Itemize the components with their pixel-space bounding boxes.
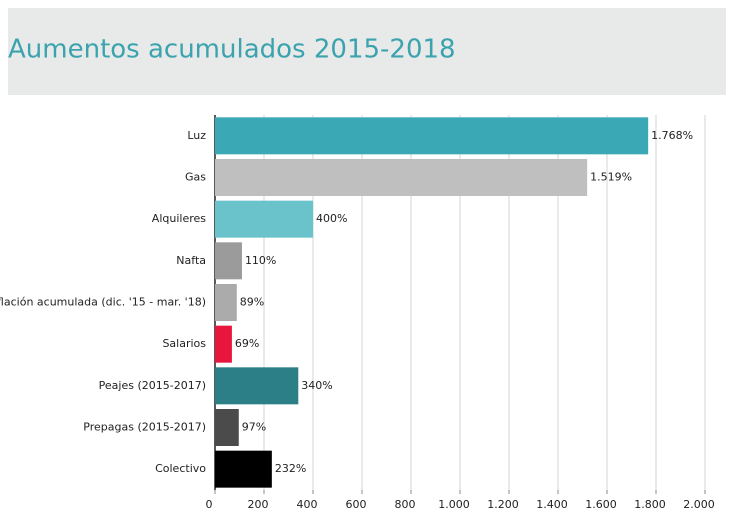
x-tick-label: 0 [206,498,213,511]
x-tick-label: 1.400 [536,498,568,511]
bar [215,242,242,280]
value-label: 69% [235,337,259,350]
y-tick-label: Prepagas (2015-2017) [83,421,206,434]
x-tick-label: 400 [297,498,318,511]
bar [215,450,272,488]
x-tick-label: 2.000 [683,498,715,511]
chart-title: Aumentos acumulados 2015-2018 [8,35,456,65]
bar [215,409,239,446]
y-tick-label: Nafta [176,254,206,267]
header-band [8,8,726,95]
x-tick-label: 1.600 [585,498,617,511]
bar [215,117,649,155]
y-tick-label: Colectivo [155,462,206,475]
bar [215,159,588,196]
value-label: 340% [301,379,332,392]
bar [215,200,313,238]
y-tick-label: Gas [185,171,206,184]
value-label: 110% [245,254,276,267]
value-label: 1.768% [651,129,693,142]
bar [215,325,232,363]
value-label: 232% [275,462,306,475]
y-tick-label: Alquileres [152,212,206,225]
x-tick-label: 1.200 [487,498,519,511]
value-label: 400% [316,212,347,225]
value-label: 1.519% [590,171,632,184]
bar [215,367,299,405]
y-tick-label: Salarios [162,337,206,350]
bar [215,284,237,321]
value-label: 97% [242,421,266,434]
y-tick-label: Peajes (2015-2017) [99,379,206,392]
value-label: 89% [240,296,264,309]
y-tick-label: Luz [187,129,206,142]
x-tick-label: 1.000 [438,498,470,511]
x-tick-label: 600 [346,498,367,511]
x-tick-label: 200 [248,498,269,511]
x-tick-label: 1.800 [634,498,666,511]
x-tick-label: 800 [395,498,416,511]
y-tick-label: Inflación acumulada (dic. '15 - mar. '18… [0,296,206,309]
